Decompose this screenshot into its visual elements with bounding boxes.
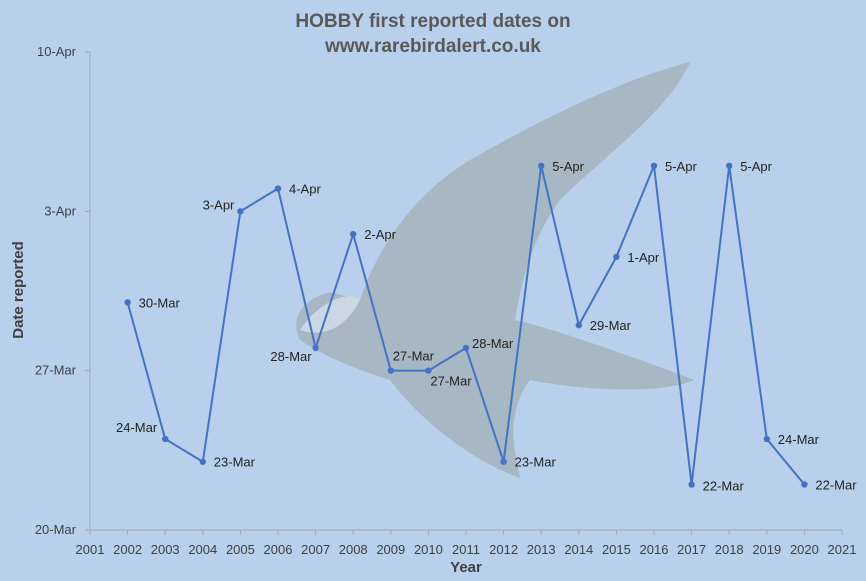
- data-label: 27-Mar: [430, 374, 472, 389]
- x-tick-label: 2012: [489, 542, 518, 557]
- data-point: [162, 435, 169, 443]
- y-tick-label: 27-Mar: [35, 363, 77, 378]
- data-label: 27-Mar: [393, 349, 435, 364]
- data-label: 23-Mar: [515, 455, 557, 470]
- data-label: 22-Mar: [703, 478, 745, 493]
- data-point: [124, 299, 131, 306]
- data-point: [763, 435, 770, 443]
- chart-subtitle: www.rarebirdalert.co.uk: [324, 36, 541, 57]
- data-point: [350, 230, 357, 238]
- data-label: 28-Mar: [270, 349, 312, 364]
- data-point: [538, 162, 545, 170]
- data-label: 5-Apr: [740, 159, 772, 174]
- y-axis-title: Date reported: [10, 241, 27, 339]
- data-point: [199, 458, 206, 465]
- x-tick-label: 2003: [151, 542, 180, 557]
- x-tick-label: 2015: [602, 542, 631, 557]
- data-point: [312, 344, 319, 352]
- data-point: [462, 344, 470, 352]
- data-label: 5-Apr: [552, 159, 584, 174]
- data-label: 4-Apr: [289, 182, 321, 197]
- data-point: [726, 162, 733, 170]
- x-tick-label: 2018: [715, 542, 744, 557]
- x-tick-label: 2001: [76, 542, 105, 557]
- data-label: 29-Mar: [590, 318, 632, 333]
- x-tick-label: 2009: [376, 542, 405, 557]
- x-tick-label: 2005: [226, 542, 255, 557]
- data-label: 24-Mar: [116, 420, 158, 435]
- y-tick-label: 10-Apr: [37, 44, 77, 59]
- data-point: [613, 253, 620, 261]
- data-point: [688, 481, 695, 488]
- chart-title: HOBBY first reported dates on: [295, 11, 570, 32]
- x-tick-label: 2007: [301, 542, 330, 557]
- x-tick-label: 2004: [188, 542, 217, 557]
- y-tick-label: 3-Apr: [44, 203, 76, 218]
- data-label: 22-Mar: [815, 477, 857, 492]
- x-axis-title: Year: [450, 559, 482, 576]
- x-tick-label: 2008: [339, 542, 368, 557]
- data-point: [650, 162, 658, 170]
- bird-photo-background: [296, 62, 695, 478]
- data-label: 5-Apr: [665, 159, 697, 174]
- x-tick-label: 2019: [752, 542, 781, 557]
- x-tick-label: 2002: [113, 542, 142, 557]
- data-point: [575, 321, 582, 329]
- data-label: 28-Mar: [472, 336, 514, 351]
- x-tick-label: 2021: [828, 542, 857, 557]
- data-point: [387, 367, 394, 374]
- data-point: [237, 208, 244, 215]
- x-tick-label: 2006: [264, 542, 293, 557]
- data-point: [500, 458, 507, 465]
- x-tick-label: 2020: [790, 542, 819, 557]
- data-point: [274, 185, 282, 192]
- series: [124, 162, 808, 488]
- x-tick-label: 2011: [452, 542, 480, 557]
- x-tick-label: 2014: [564, 542, 593, 557]
- data-point: [801, 481, 808, 488]
- data-label: 1-Apr: [627, 250, 659, 265]
- y-tick-labels: 20-Mar 27-Mar 3-Apr 10-Apr: [35, 44, 90, 537]
- y-tick-label: 20-Mar: [35, 522, 77, 537]
- data-label: 2-Apr: [364, 227, 396, 242]
- data-labels: 30-Mar 24-Mar 23-Mar 3-Apr 4-Apr 28-Mar 2-Apr 2…: [116, 159, 857, 494]
- data-label: 3-Apr: [203, 197, 235, 212]
- x-tick-labels: 2001 2002 2003 2004 2005 2006 2007 2008 2009 2010…: [76, 530, 857, 557]
- data-label: 24-Mar: [778, 432, 820, 447]
- data-point: [425, 367, 432, 374]
- x-tick-label: 2010: [414, 542, 443, 557]
- data-label: 23-Mar: [214, 455, 256, 470]
- x-tick-label: 2013: [527, 542, 556, 557]
- x-tick-label: 2017: [677, 542, 706, 557]
- x-tick-label: 2016: [640, 542, 669, 557]
- data-label: 30-Mar: [139, 295, 181, 310]
